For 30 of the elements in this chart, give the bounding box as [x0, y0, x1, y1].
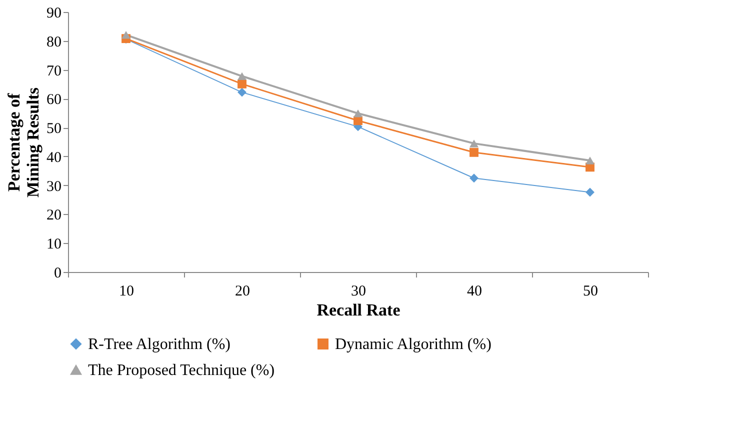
legend-label: The Proposed Technique (%): [88, 362, 275, 379]
y-tick-label: 10: [46, 236, 62, 253]
y-tick-label: 0: [54, 266, 62, 282]
x-tick-label: 30: [351, 284, 366, 300]
y-tick-label: 30: [46, 178, 62, 195]
point: [238, 88, 246, 97]
x-tick-label: 10: [119, 284, 134, 300]
x-tick-label: 50: [583, 284, 598, 300]
point: [354, 110, 362, 118]
point: [586, 188, 594, 197]
y-axis-title: Percentage of Mining Results: [4, 87, 42, 198]
y-tick-label: 80: [46, 34, 62, 50]
point: [238, 72, 246, 80]
y-tick-label: 90: [46, 6, 62, 22]
x-tick-label: 20: [235, 284, 250, 300]
y-tick-label: 50: [46, 121, 62, 138]
legend-label: Dynamic Algorithm (%): [335, 336, 492, 353]
point: [470, 148, 478, 157]
point: [586, 156, 594, 164]
point: [122, 30, 130, 39]
point: [470, 140, 478, 148]
y-tick-label: 70: [46, 63, 62, 80]
x-tick-label: 40: [467, 284, 482, 300]
legend-label: R-Tree Algorithm (%): [88, 336, 231, 353]
x-axis-title: Recall Rate: [316, 300, 401, 320]
y-tick-label: 60: [46, 92, 62, 108]
point: [238, 79, 246, 88]
y-tick-label: 40: [46, 150, 62, 166]
point: [470, 174, 478, 183]
y-tick-label: 20: [46, 208, 62, 224]
